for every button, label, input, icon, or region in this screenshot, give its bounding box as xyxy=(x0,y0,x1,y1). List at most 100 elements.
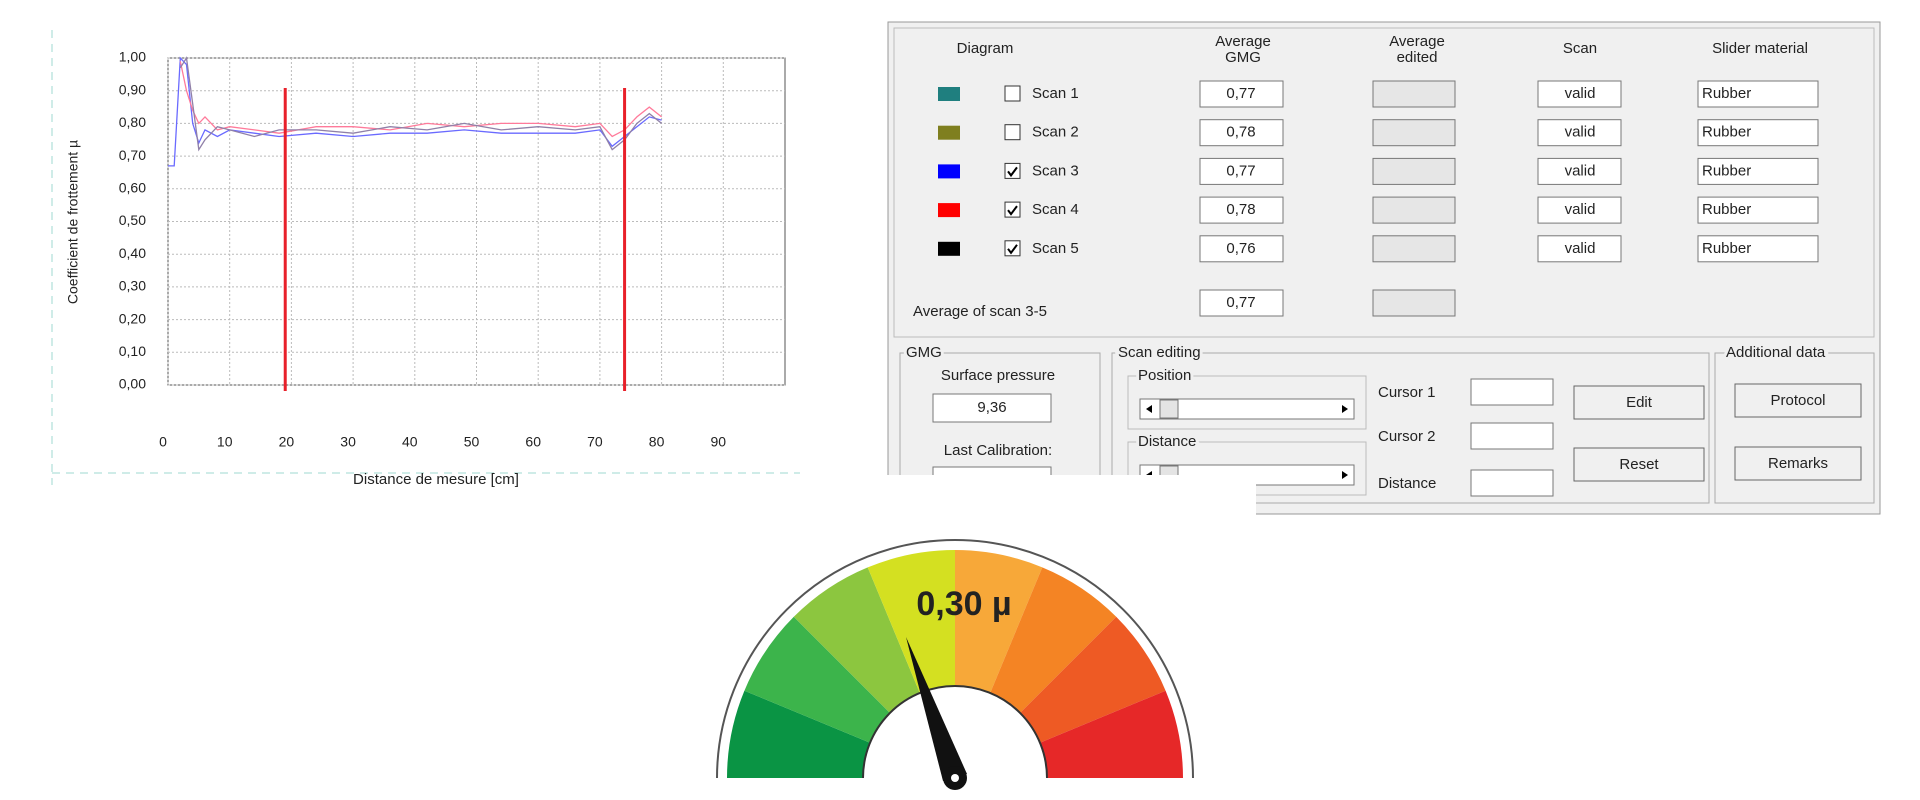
average-value: 0,78 xyxy=(1226,201,1255,218)
summary-label: Average of scan 3-5 xyxy=(913,303,1047,320)
group-title: GMG xyxy=(906,344,942,361)
scroll-thumb xyxy=(1159,399,1179,419)
gauge-segment xyxy=(744,616,890,743)
field xyxy=(1372,157,1456,185)
color-swatch xyxy=(938,87,960,101)
y-tick-label: 1,00 xyxy=(119,49,146,65)
group-title: Additional data xyxy=(1726,344,1826,361)
column-header: Slider material xyxy=(1712,40,1808,57)
checkbox[interactable] xyxy=(1004,162,1021,179)
button[interactable] xyxy=(1734,383,1862,418)
field xyxy=(1199,119,1284,147)
column-header: Average xyxy=(1389,33,1445,50)
average-value: 0,78 xyxy=(1226,124,1255,141)
button[interactable] xyxy=(1573,385,1705,420)
column-header: Average xyxy=(1215,33,1271,50)
data-line xyxy=(179,61,663,138)
color-swatch xyxy=(938,164,960,179)
material: Rubber xyxy=(1702,162,1751,179)
scrollbar[interactable] xyxy=(1139,398,1355,420)
column-header: edited xyxy=(1397,49,1438,66)
material: Rubber xyxy=(1702,240,1751,257)
scan-name: Scan 5 xyxy=(1032,240,1079,257)
scan-status: valid xyxy=(1565,201,1596,218)
field xyxy=(1697,196,1819,224)
average-value: 0,77 xyxy=(1226,162,1255,179)
check-mark xyxy=(1007,166,1018,178)
y-tick-label: 0,60 xyxy=(119,180,146,196)
gauge-segment xyxy=(1020,616,1166,743)
gauge-segment xyxy=(867,550,955,693)
input-field xyxy=(1470,469,1554,497)
gauge: 0,30 µ xyxy=(716,539,1194,790)
field xyxy=(1537,157,1622,185)
field-label: Cursor 2 xyxy=(1378,428,1436,445)
button[interactable] xyxy=(1573,447,1705,482)
group-box xyxy=(1714,352,1875,504)
checkbox[interactable] xyxy=(1004,201,1021,218)
checkbox[interactable] xyxy=(1004,85,1021,102)
sub-group-title: Distance xyxy=(1138,433,1196,450)
field xyxy=(1697,80,1819,108)
color-swatch xyxy=(938,125,960,140)
field xyxy=(1537,119,1622,147)
field xyxy=(1372,80,1456,108)
field-label: Distance xyxy=(1378,475,1436,492)
x-tick-label: 90 xyxy=(711,434,727,450)
check-mark xyxy=(1007,244,1018,255)
check-mark xyxy=(1007,205,1018,216)
y-tick-label: 0,00 xyxy=(119,376,146,392)
y-tick-label: 0,20 xyxy=(119,310,146,326)
button-label: Edit xyxy=(1626,394,1653,411)
average-value: 0,76 xyxy=(1226,240,1255,257)
checkbox[interactable] xyxy=(1004,240,1021,257)
field xyxy=(1537,80,1622,108)
color-swatch xyxy=(938,203,960,218)
field xyxy=(1697,235,1819,263)
gauge-segment xyxy=(955,550,1043,693)
y-tick-label: 0,40 xyxy=(119,245,146,261)
y-tick-label: 0,50 xyxy=(119,212,146,228)
gauge-inner xyxy=(862,685,1048,779)
field xyxy=(1372,289,1456,317)
summary-value: 0,77 xyxy=(1226,294,1255,311)
field xyxy=(1537,235,1622,263)
button-label: Protocol xyxy=(1770,392,1825,409)
x-tick-label: 30 xyxy=(340,434,356,450)
x-tick-label: 60 xyxy=(525,434,541,450)
cover xyxy=(880,475,1256,520)
arrow xyxy=(1342,405,1348,413)
scan-name: Scan 1 xyxy=(1032,85,1079,102)
field xyxy=(1697,157,1819,185)
scan-status: valid xyxy=(1565,240,1596,257)
sub-group xyxy=(1127,375,1367,430)
column-header: Diagram xyxy=(957,40,1014,57)
needle-hub-dot xyxy=(951,774,959,782)
field xyxy=(1199,196,1284,224)
y-tick-label: 0,90 xyxy=(119,81,146,97)
y-tick-label: 0,80 xyxy=(119,114,146,130)
color-swatch xyxy=(938,241,960,256)
button[interactable] xyxy=(1734,446,1862,481)
y-tick-label: 0,30 xyxy=(119,278,146,294)
field xyxy=(1199,289,1284,317)
x-tick-label: 0 xyxy=(159,434,167,450)
button-label: Reset xyxy=(1619,456,1659,473)
field xyxy=(1697,119,1819,147)
gauge-label: 0,30 µ xyxy=(916,585,1011,623)
sub-group-title: Position xyxy=(1138,367,1191,384)
checkbox[interactable] xyxy=(1004,124,1021,141)
panel-upper xyxy=(893,27,1875,338)
data-line xyxy=(179,56,663,152)
y-axis-label: Coefficient de frottement µ xyxy=(65,140,81,304)
scan-name: Scan 2 xyxy=(1032,124,1079,141)
field xyxy=(1199,157,1284,185)
gauge-segment xyxy=(990,567,1117,713)
material: Rubber xyxy=(1702,85,1751,102)
pressure-value: 9,36 xyxy=(977,399,1006,416)
x-tick-label: 80 xyxy=(649,434,665,450)
field xyxy=(1372,196,1456,224)
gauge-segment xyxy=(727,690,870,778)
